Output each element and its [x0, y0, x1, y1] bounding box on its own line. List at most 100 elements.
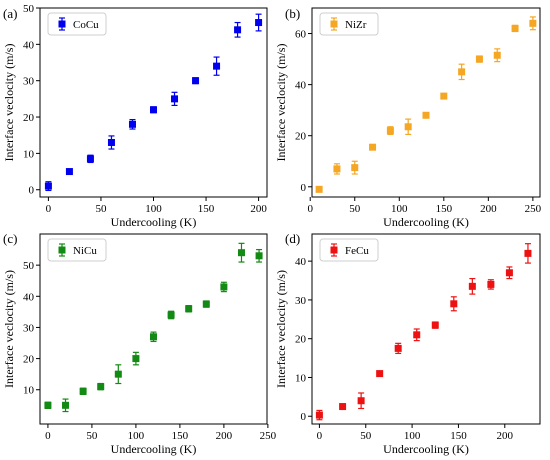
- x-tick-label: 150: [450, 430, 467, 442]
- data-point: [440, 92, 448, 100]
- panel-label: (c): [3, 231, 17, 246]
- legend: CoCu: [47, 12, 107, 36]
- data-point: [44, 401, 52, 409]
- y-tick-label: 40: [23, 291, 35, 303]
- data-point: [315, 185, 323, 193]
- data-point: [167, 311, 175, 319]
- data-point: [369, 143, 377, 151]
- x-tick-label: 150: [436, 203, 453, 215]
- legend-label: CoCu: [73, 19, 99, 31]
- x-axis-label: Undercooling (K): [111, 442, 197, 456]
- y-tick-label: 0: [301, 182, 307, 194]
- x-tick-label: 50: [86, 430, 98, 442]
- panel-label: (d): [285, 231, 300, 246]
- legend-marker: [330, 246, 338, 254]
- x-tick-label: 150: [172, 430, 189, 442]
- data-point: [413, 331, 421, 339]
- y-tick-label: 50: [23, 260, 35, 272]
- data-point: [487, 280, 495, 288]
- legend: NiCu: [47, 238, 107, 262]
- x-axis-label: Undercooling (K): [111, 215, 197, 229]
- data-point: [255, 252, 263, 260]
- legend: FeCu: [319, 238, 379, 262]
- y-tick-label: 20: [23, 354, 35, 366]
- y-tick-label: 20: [295, 334, 307, 346]
- data-point: [505, 269, 513, 277]
- data-point: [339, 403, 347, 411]
- y-tick-label: 0: [301, 411, 307, 423]
- x-tick-label: 100: [391, 203, 408, 215]
- data-point: [315, 411, 323, 419]
- data-point: [86, 155, 94, 163]
- data-point: [386, 127, 394, 135]
- data-point: [150, 106, 157, 114]
- data-point: [357, 397, 365, 405]
- x-tick-label: 50: [360, 430, 372, 442]
- x-tick-label: 100: [404, 430, 421, 442]
- x-tick-label: 200: [480, 203, 497, 215]
- data-point: [185, 305, 193, 313]
- data-point: [255, 19, 263, 27]
- data-point: [128, 120, 136, 128]
- x-tick-label: 150: [198, 203, 215, 215]
- x-axis-label: Undercooling (K): [383, 442, 469, 456]
- data-point: [351, 164, 359, 172]
- data-point: [458, 68, 466, 76]
- y-tick-label: 10: [295, 372, 307, 384]
- data-point: [97, 383, 105, 391]
- y-tick-label: 20: [23, 112, 35, 124]
- chart-panel: 0 50 100 150 200 0 10 20 30 40 Undercooling (K) Int…: [274, 231, 541, 456]
- y-tick-label: 10: [23, 148, 35, 160]
- data-point: [333, 165, 341, 173]
- x-tick-label: 200: [250, 203, 267, 215]
- x-tick-label: 0: [45, 430, 51, 442]
- data-point: [475, 55, 483, 63]
- y-tick-label: 40: [295, 256, 307, 268]
- data-point: [468, 282, 476, 290]
- legend-label: NiZr: [345, 19, 367, 31]
- y-tick-label: 40: [295, 80, 307, 92]
- chart-panel: 0 50 100 150 200 250 0 20 40 60 Undercooling (K) In…: [274, 6, 542, 229]
- data-point: [114, 370, 122, 378]
- data-point: [202, 300, 210, 308]
- data-point: [65, 168, 73, 176]
- x-tick-label: 250: [260, 430, 277, 442]
- plot-frame: [311, 7, 541, 198]
- y-tick-label: 30: [23, 322, 35, 334]
- data-point: [62, 401, 70, 409]
- chart-panel: 0 50 100 150 200 250 10 20 30 40 50 Undercooling (K…: [2, 231, 277, 456]
- data-point: [150, 333, 157, 341]
- plot-frame: [39, 7, 268, 198]
- plot-frame: [311, 233, 541, 425]
- data-point: [234, 26, 242, 34]
- y-axis-label: Interface veclocity (m/s): [274, 44, 288, 162]
- x-tick-label: 0: [317, 430, 323, 442]
- x-axis-label: Undercooling (K): [383, 215, 469, 229]
- legend: NiZr: [319, 12, 379, 36]
- y-tick-label: 40: [23, 39, 35, 51]
- data-point: [220, 283, 228, 291]
- y-tick-label: 60: [295, 29, 307, 41]
- data-point: [404, 123, 412, 131]
- y-tick-label: 10: [23, 385, 35, 397]
- x-tick-label: 50: [349, 203, 361, 215]
- x-tick-label: 0: [46, 203, 52, 215]
- data-point: [132, 355, 140, 363]
- y-tick-label: 50: [23, 3, 35, 15]
- y-axis-label: Interface veclocity (m/s): [274, 270, 288, 388]
- x-tick-label: 0: [307, 203, 313, 215]
- data-point: [79, 387, 87, 395]
- data-point: [493, 51, 501, 59]
- legend-label: NiCu: [73, 245, 97, 257]
- legend-marker: [58, 246, 66, 254]
- data-point: [524, 249, 532, 257]
- x-tick-label: 200: [216, 430, 233, 442]
- y-axis-label: Interface veclocity (m/s): [2, 270, 16, 388]
- panel-label: (b): [285, 6, 300, 21]
- data-point: [376, 370, 384, 378]
- x-tick-label: 50: [95, 203, 107, 215]
- plot-frame: [39, 233, 268, 425]
- legend-marker: [330, 20, 338, 28]
- data-point: [511, 24, 519, 32]
- legend-marker: [58, 20, 66, 28]
